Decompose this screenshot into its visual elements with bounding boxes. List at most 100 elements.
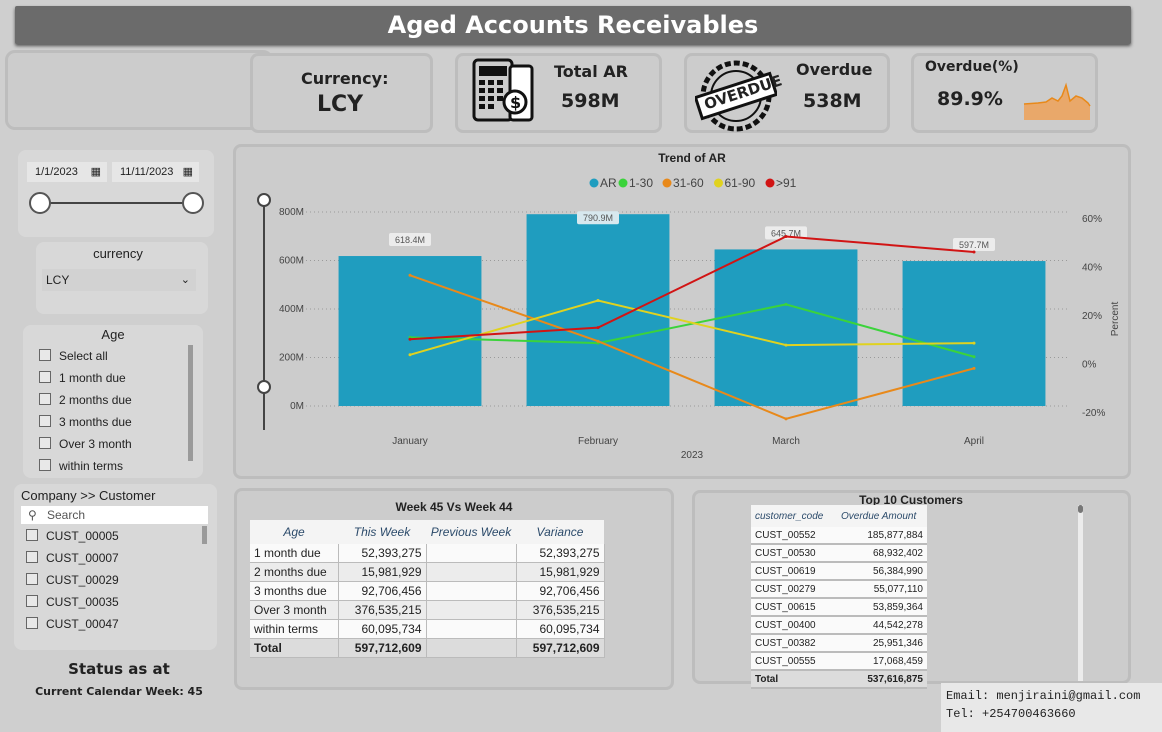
chevron-down-icon[interactable]: ⌄	[180, 274, 190, 286]
checkbox[interactable]	[39, 349, 51, 361]
currency-slicer-title: currency	[93, 246, 143, 261]
age-option[interactable]: within terms	[39, 457, 123, 475]
checkbox[interactable]	[39, 371, 51, 383]
overdue-pct-label: Overdue(%)	[925, 59, 1019, 75]
legend-marker	[662, 178, 672, 188]
data-label: 597.7M	[959, 240, 989, 250]
currency-value: LCY	[317, 92, 364, 117]
series-line	[409, 299, 975, 356]
y-tick-label: 400M	[279, 304, 304, 315]
column-header[interactable]: Previous Week	[426, 520, 516, 544]
y2-tick-label: 20%	[1082, 311, 1102, 322]
customer-search-placeholder: Search	[47, 508, 86, 522]
table-row: CUST_00279 55,077,110	[751, 580, 927, 599]
y2-tick-label: 40%	[1082, 263, 1102, 274]
scrollbar-thumb[interactable]	[1078, 505, 1083, 513]
legend-marker	[618, 178, 628, 188]
legend-label: 31-60	[673, 176, 704, 190]
customer-slicer-title: Company >> Customer	[21, 488, 156, 503]
contact-email: Email: menjiraini@gmail.com	[946, 689, 1141, 703]
series-point	[972, 341, 976, 345]
checkbox[interactable]	[39, 437, 51, 449]
customer-option[interactable]: CUST_00047	[26, 615, 119, 633]
data-label-bg	[765, 226, 807, 240]
date-start-value: 1/1/2023	[35, 166, 78, 178]
calendar-icon[interactable]: ▦	[90, 166, 101, 178]
status-week: Current Calendar Week: 45	[35, 685, 203, 698]
age-scrollbar[interactable]	[188, 345, 193, 461]
contact-tel: Tel: +254700463660	[946, 707, 1076, 721]
series-point	[972, 366, 976, 370]
chart-axes: 0M 200M 400M 600M 800M -20% 0% 20% 40% 60% Percent…	[279, 207, 1121, 461]
date-slider-end-handle[interactable]	[182, 192, 204, 214]
column-header[interactable]: Variance	[516, 520, 604, 544]
date-slider-start-handle[interactable]	[29, 192, 51, 214]
chart-range-slider-bottom-handle[interactable]	[257, 380, 271, 394]
column-header[interactable]: This Week	[338, 520, 426, 544]
table-row: 3 months due 92,706,456 92,706,456	[250, 581, 605, 601]
legend-marker	[765, 178, 775, 188]
checkbox[interactable]	[39, 415, 51, 427]
customer-option[interactable]: CUST_00035	[26, 593, 119, 611]
customer-scrollbar[interactable]	[202, 526, 207, 544]
checkbox[interactable]	[39, 393, 51, 405]
x-tick-label: April	[964, 436, 984, 447]
date-slider-track[interactable]	[40, 202, 194, 204]
legend-label: AR	[600, 176, 617, 190]
age-option[interactable]: 3 months due	[39, 413, 132, 431]
calendar-icon[interactable]: ▦	[182, 166, 193, 178]
series-point	[596, 326, 600, 330]
customer-option[interactable]: CUST_00007	[26, 549, 119, 567]
table-row: CUST_00400 44,542,278	[751, 616, 927, 635]
currency-slicer: currency LCY ⌄	[36, 242, 208, 314]
week-table-title: Week 45 Vs Week 44	[395, 500, 513, 514]
customer-search-input[interactable]: ⚲ Search	[21, 506, 208, 524]
age-slicer: Age Select all 1 month due 2 months due …	[23, 325, 203, 478]
age-option[interactable]: Over 3 month	[39, 435, 132, 453]
date-start-input[interactable]: 1/1/2023 ▦	[27, 162, 107, 182]
svg-text:$: $	[510, 93, 521, 112]
checkbox[interactable]	[39, 459, 51, 471]
status-title: Status as at	[68, 660, 170, 678]
legend-marker	[714, 178, 723, 188]
checkbox[interactable]	[26, 573, 38, 585]
blank-card	[5, 50, 273, 130]
column-header[interactable]: customer_code	[751, 505, 837, 527]
overdue-sparkline	[1022, 82, 1092, 127]
top-customers-scrollbar[interactable]	[1078, 505, 1083, 681]
x-tick-label: February	[578, 436, 618, 447]
age-option[interactable]: 2 months due	[39, 391, 132, 409]
trend-chart-card: Trend of AR AR 1-30 31-60 61-90 >91 618.4M 79…	[233, 144, 1131, 479]
bar	[902, 261, 1046, 406]
chart-range-slider-top-handle[interactable]	[257, 193, 271, 207]
x-axis-label: 2023	[681, 450, 704, 461]
column-header[interactable]: Age	[250, 520, 338, 544]
column-header[interactable]: Overdue Amount	[837, 505, 927, 527]
date-end-input[interactable]: 11/11/2023 ▦	[112, 162, 199, 182]
currency-dropdown[interactable]: LCY ⌄	[42, 269, 196, 291]
checkbox[interactable]	[26, 595, 38, 607]
overdue-card: OVERDUE Overdue 538M	[684, 53, 890, 133]
overdue-pct-card: Overdue(%) 89.9%	[911, 53, 1098, 133]
age-option[interactable]: Select all	[39, 347, 108, 365]
series-point	[784, 343, 788, 347]
customer-option[interactable]: CUST_00005	[26, 527, 119, 545]
currency-label: Currency:	[301, 69, 389, 88]
checkbox[interactable]	[26, 617, 38, 629]
customer-option[interactable]: CUST_00029	[26, 571, 119, 589]
table-row: CUST_00530 68,932,402	[751, 544, 927, 563]
table-row: CUST_00619 56,384,990	[751, 562, 927, 581]
checkbox[interactable]	[26, 529, 38, 541]
legend-label: 1-30	[629, 176, 653, 190]
total-ar-value: 598M	[561, 90, 620, 112]
age-option[interactable]: 1 month due	[39, 369, 126, 387]
bar	[526, 214, 670, 406]
currency-dropdown-value: LCY	[46, 273, 70, 287]
series-line	[409, 235, 975, 341]
checkbox[interactable]	[26, 551, 38, 563]
top-customers-card: Top 10 Customers customer_code Overdue A…	[692, 490, 1131, 689]
currency-card: Currency: LCY	[250, 53, 433, 133]
legend-label: >91	[776, 176, 797, 190]
table-row: CUST_00615 53,859,364	[751, 598, 927, 617]
calculator-icon: $	[470, 58, 536, 131]
